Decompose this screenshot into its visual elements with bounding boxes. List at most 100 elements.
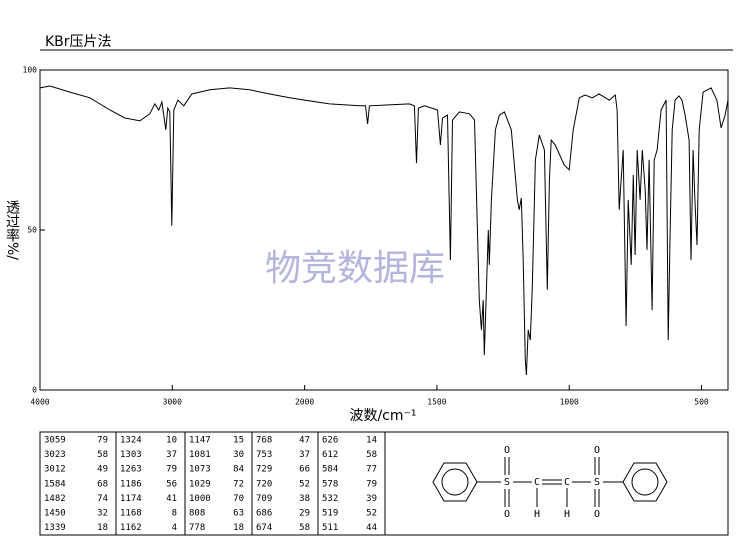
peak-wavenumber: 1162 [120, 523, 142, 533]
peak-wavenumber: 578 [322, 479, 338, 489]
x-tick-label: 3000 [163, 398, 182, 407]
atom: C [534, 477, 540, 488]
peak-intensity: 77 [366, 465, 377, 475]
peak-wavenumber: 532 [322, 494, 338, 504]
x-tick-label: 2000 [295, 398, 314, 407]
peak-intensity: 18 [97, 523, 108, 533]
peak-wavenumber: 1263 [120, 465, 142, 475]
peak-intensity: 10 [166, 436, 177, 446]
peak-wavenumber: 1000 [189, 494, 211, 504]
peak-intensity: 8 [172, 509, 177, 519]
peak-wavenumber: 753 [256, 450, 272, 460]
x-tick-label: 1500 [427, 398, 446, 407]
peak-wavenumber: 1168 [120, 509, 142, 519]
peak-intensity: 79 [166, 465, 177, 475]
peak-wavenumber: 808 [189, 509, 205, 519]
peak-intensity: 84 [233, 465, 244, 475]
peak-wavenumber: 1450 [44, 509, 66, 519]
atom: O [504, 445, 510, 456]
peak-intensity: 72 [233, 479, 244, 489]
atom: O [594, 509, 600, 520]
atom: S [504, 477, 510, 488]
structure [432, 457, 668, 507]
peak-wavenumber: 1029 [189, 479, 211, 489]
peak-intensity: 58 [97, 450, 108, 460]
peak-intensity: 63 [233, 509, 244, 519]
peak-wavenumber: 709 [256, 494, 272, 504]
peak-intensity: 18 [233, 523, 244, 533]
x-axis-label: 波数/cm⁻¹ [349, 408, 416, 424]
peak-intensity: 44 [366, 523, 377, 533]
peak-wavenumber: 626 [322, 436, 338, 446]
y-tick-label: 50 [27, 226, 37, 235]
table-frame [39, 431, 729, 536]
peak-wavenumber: 584 [322, 465, 338, 475]
watermark: 物竞数据库 [265, 248, 445, 289]
atom: O [594, 445, 600, 456]
peak-wavenumber: 1073 [189, 465, 211, 475]
x-tick-label: 1000 [560, 398, 579, 407]
peak-intensity: 66 [299, 465, 310, 475]
benzene-ring [622, 462, 668, 502]
peak-wavenumber: 3012 [44, 465, 66, 475]
peak-wavenumber: 1081 [189, 450, 211, 460]
peak-intensity: 58 [299, 523, 310, 533]
peak-wavenumber: 1303 [120, 450, 142, 460]
spectrum-line [39, 85, 729, 376]
peak-wavenumber: 674 [256, 523, 272, 533]
peak-intensity: 37 [299, 450, 310, 460]
y-tick-label: 100 [23, 66, 38, 75]
peak-wavenumber: 686 [256, 509, 272, 519]
peak-wavenumber: 720 [256, 479, 272, 489]
atom: S [594, 477, 600, 488]
peak-intensity: 49 [97, 465, 108, 475]
peak-wavenumber: 1324 [120, 436, 142, 446]
peak-intensity: 52 [366, 509, 377, 519]
peak-intensity: 47 [299, 436, 310, 446]
peak-intensity: 37 [166, 450, 177, 460]
y-tick-label: 0 [32, 386, 37, 395]
x-tick-label: 500 [694, 398, 709, 407]
peak-intensity: 79 [366, 479, 377, 489]
peak-wavenumber: 1174 [120, 494, 142, 504]
peak-intensity: 15 [233, 436, 244, 446]
atom: H [534, 509, 540, 520]
peak-wavenumber: 612 [322, 450, 338, 460]
peak-wavenumber: 3059 [44, 436, 66, 446]
peak-wavenumber: 1339 [44, 523, 66, 533]
peak-intensity: 14 [366, 436, 377, 446]
atom: H [564, 509, 570, 520]
peak-intensity: 32 [97, 509, 108, 519]
peak-intensity: 29 [299, 509, 310, 519]
peak-wavenumber: 519 [322, 509, 338, 519]
peak-wavenumber: 1482 [44, 494, 66, 504]
aromatic-circle [631, 468, 659, 496]
aromatic-circle [441, 468, 469, 496]
x-tick-label: 4000 [30, 398, 49, 407]
y-axis-label: 透过率%/ [4, 200, 20, 260]
peak-intensity: 39 [366, 494, 377, 504]
peak-wavenumber: 3023 [44, 450, 66, 460]
peak-intensity: 4 [172, 523, 177, 533]
benzene-ring [432, 462, 478, 502]
atom: C [564, 477, 570, 488]
peak-wavenumber: 729 [256, 465, 272, 475]
peak-intensity: 74 [97, 494, 108, 504]
peak-intensity: 70 [233, 494, 244, 504]
peak-wavenumber: 511 [322, 523, 338, 533]
chart-title: KBr压片法 [45, 34, 112, 50]
peak-wavenumber: 1584 [44, 479, 66, 489]
peak-wavenumber: 768 [256, 436, 272, 446]
peak-wavenumber: 778 [189, 523, 205, 533]
peak-intensity: 56 [166, 479, 177, 489]
peak-wavenumber: 1186 [120, 479, 142, 489]
peak-intensity: 41 [166, 494, 177, 504]
peak-intensity: 52 [299, 479, 310, 489]
peak-wavenumber: 1147 [189, 436, 211, 446]
peak-intensity: 30 [233, 450, 244, 460]
peak-intensity: 38 [299, 494, 310, 504]
peak-intensity: 79 [97, 436, 108, 446]
peak-intensity: 68 [97, 479, 108, 489]
